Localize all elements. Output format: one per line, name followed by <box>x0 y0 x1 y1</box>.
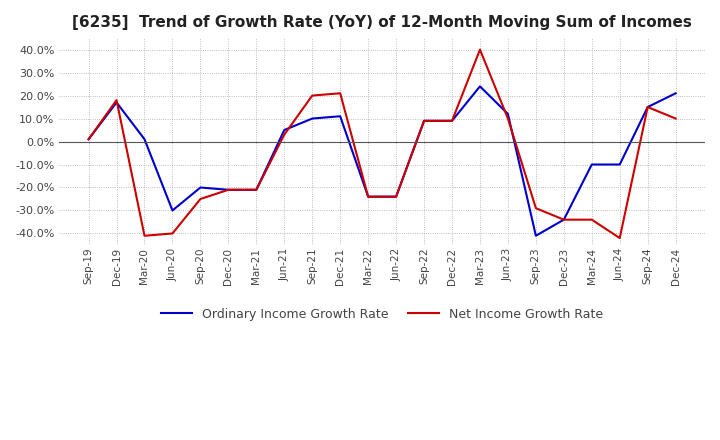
Ordinary Income Growth Rate <box>559 217 568 222</box>
Net Income Growth Rate <box>616 235 624 241</box>
Net Income Growth Rate <box>308 93 317 98</box>
Ordinary Income Growth Rate <box>168 208 177 213</box>
Ordinary Income Growth Rate <box>392 194 400 199</box>
Line: Net Income Growth Rate: Net Income Growth Rate <box>89 50 675 238</box>
Net Income Growth Rate <box>224 187 233 192</box>
Legend: Ordinary Income Growth Rate, Net Income Growth Rate: Ordinary Income Growth Rate, Net Income … <box>156 303 608 326</box>
Ordinary Income Growth Rate <box>364 194 372 199</box>
Ordinary Income Growth Rate <box>336 114 344 119</box>
Ordinary Income Growth Rate <box>503 111 512 117</box>
Ordinary Income Growth Rate <box>224 187 233 192</box>
Net Income Growth Rate <box>671 116 680 121</box>
Ordinary Income Growth Rate <box>196 185 204 190</box>
Net Income Growth Rate <box>196 196 204 202</box>
Net Income Growth Rate <box>252 187 261 192</box>
Net Income Growth Rate <box>392 194 400 199</box>
Net Income Growth Rate <box>559 217 568 222</box>
Ordinary Income Growth Rate <box>140 136 149 142</box>
Net Income Growth Rate <box>420 118 428 124</box>
Title: [6235]  Trend of Growth Rate (YoY) of 12-Month Moving Sum of Incomes: [6235] Trend of Growth Rate (YoY) of 12-… <box>72 15 692 30</box>
Ordinary Income Growth Rate <box>308 116 317 121</box>
Net Income Growth Rate <box>364 194 372 199</box>
Ordinary Income Growth Rate <box>588 162 596 167</box>
Line: Ordinary Income Growth Rate: Ordinary Income Growth Rate <box>89 86 675 236</box>
Ordinary Income Growth Rate <box>616 162 624 167</box>
Net Income Growth Rate <box>644 104 652 110</box>
Ordinary Income Growth Rate <box>476 84 485 89</box>
Net Income Growth Rate <box>112 98 121 103</box>
Net Income Growth Rate <box>531 205 540 211</box>
Ordinary Income Growth Rate <box>531 233 540 238</box>
Net Income Growth Rate <box>336 91 344 96</box>
Ordinary Income Growth Rate <box>644 104 652 110</box>
Net Income Growth Rate <box>168 231 177 236</box>
Net Income Growth Rate <box>140 233 149 238</box>
Ordinary Income Growth Rate <box>84 136 93 142</box>
Net Income Growth Rate <box>588 217 596 222</box>
Net Income Growth Rate <box>503 116 512 121</box>
Net Income Growth Rate <box>476 47 485 52</box>
Ordinary Income Growth Rate <box>671 91 680 96</box>
Ordinary Income Growth Rate <box>112 100 121 105</box>
Ordinary Income Growth Rate <box>420 118 428 124</box>
Net Income Growth Rate <box>280 132 289 137</box>
Net Income Growth Rate <box>84 136 93 142</box>
Net Income Growth Rate <box>448 118 456 124</box>
Ordinary Income Growth Rate <box>252 187 261 192</box>
Ordinary Income Growth Rate <box>280 128 289 133</box>
Ordinary Income Growth Rate <box>448 118 456 124</box>
